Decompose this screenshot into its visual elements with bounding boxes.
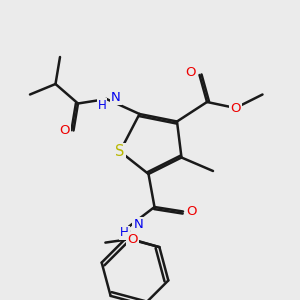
Text: N: N: [111, 91, 121, 104]
Text: S: S: [115, 144, 125, 159]
Text: O: O: [127, 233, 138, 246]
Text: O: O: [185, 65, 196, 79]
Text: N: N: [134, 218, 143, 232]
Text: O: O: [59, 124, 70, 137]
Text: O: O: [230, 101, 241, 115]
Text: O: O: [187, 205, 197, 218]
Text: H: H: [98, 99, 106, 112]
Text: H: H: [120, 226, 129, 239]
